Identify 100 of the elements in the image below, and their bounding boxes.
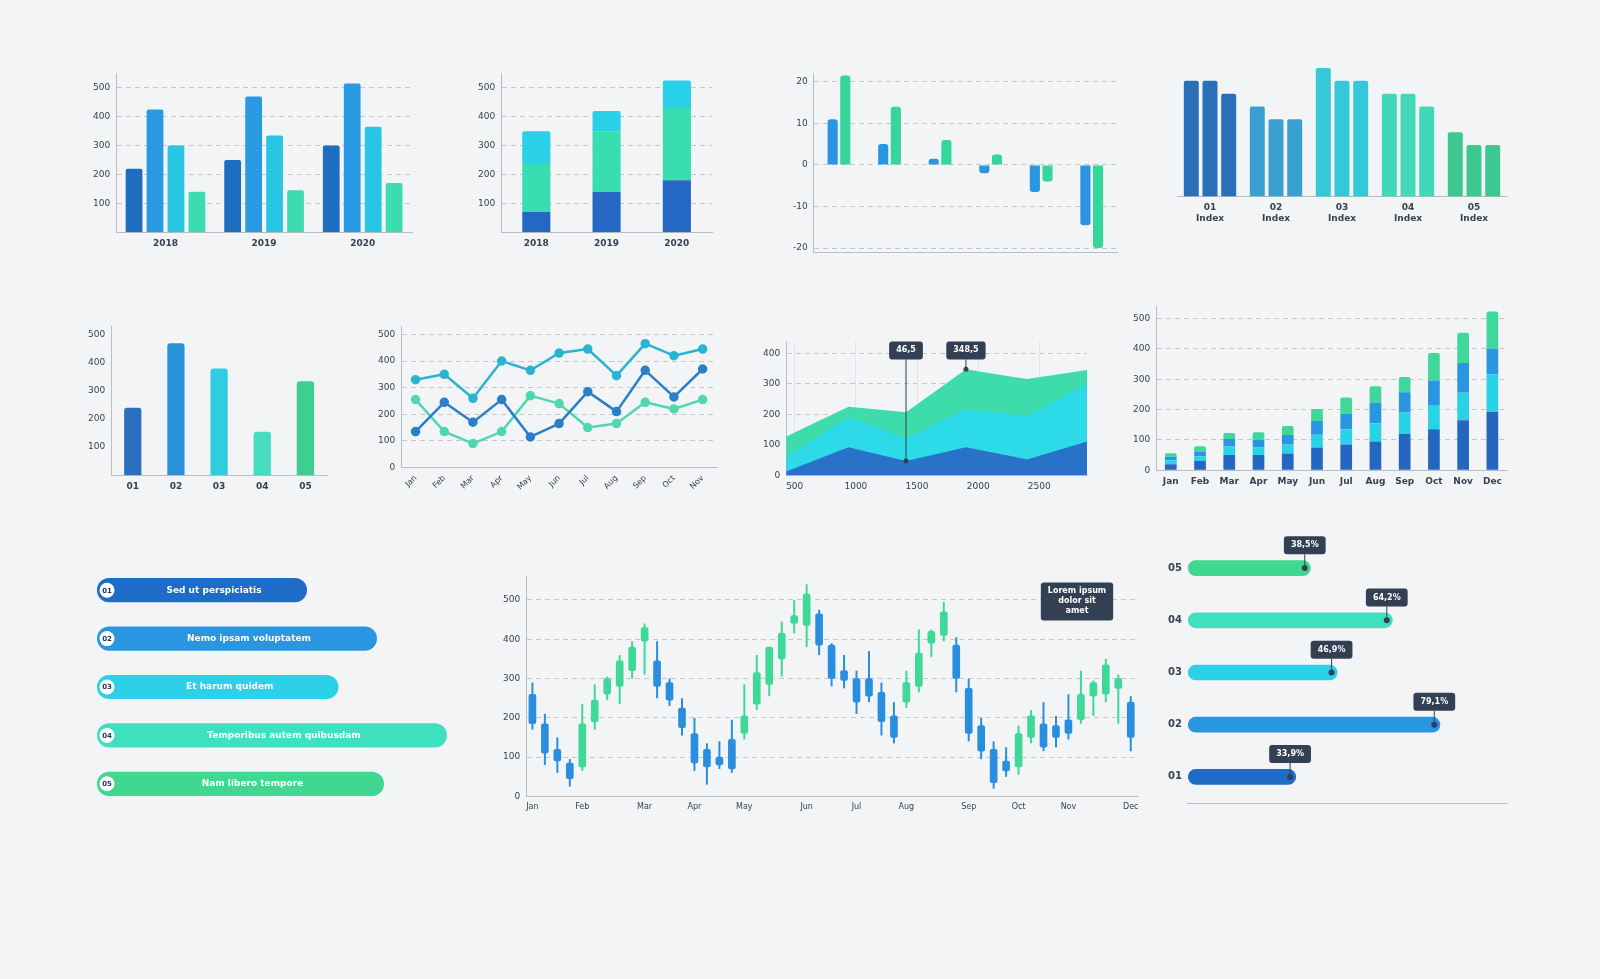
y-tick-label: 200 — [377, 408, 396, 419]
candlestick — [603, 675, 612, 702]
x-tick-label: Jul — [576, 473, 591, 488]
bar — [522, 131, 551, 163]
y-tick-label: 400 — [87, 357, 106, 368]
x-tick-label: Aug — [1365, 475, 1386, 486]
candlestick — [840, 653, 848, 690]
y-tick-label: 0 — [801, 159, 808, 170]
bar — [167, 145, 185, 233]
y-tick-label: 200 — [477, 168, 496, 179]
point — [640, 338, 650, 349]
x-tick-label: 2019 — [594, 237, 620, 248]
bar — [1340, 444, 1353, 470]
point — [410, 374, 421, 385]
x-tick-label: May — [1277, 475, 1299, 486]
point — [554, 348, 564, 358]
y-tick-label: 300 — [92, 139, 111, 150]
point — [611, 418, 622, 429]
x-tick-label: Aug — [601, 473, 620, 491]
bar — [1252, 447, 1265, 456]
point — [525, 390, 536, 401]
bar — [97, 626, 377, 651]
x-tick-label: Oct — [660, 473, 677, 490]
bar — [1340, 429, 1353, 445]
candlestick — [703, 742, 711, 786]
bar — [1428, 353, 1440, 381]
bar — [167, 343, 185, 476]
bar — [1187, 612, 1393, 629]
bar — [188, 191, 206, 233]
bar — [1281, 435, 1294, 445]
bar — [1486, 348, 1499, 375]
y-tick-label: 200 — [87, 413, 106, 424]
bar — [1457, 332, 1469, 364]
point — [640, 397, 650, 408]
bar — [1194, 456, 1206, 462]
x-tick-label: 02 Index — [1261, 202, 1291, 223]
y-tick-label: 0 — [514, 790, 521, 801]
candlestick — [715, 740, 724, 770]
x-tick-label: Apr — [1249, 475, 1268, 486]
bar — [941, 139, 952, 165]
y-tick-label: 100 — [502, 751, 521, 762]
candlestick — [740, 683, 749, 741]
bar — [1164, 460, 1177, 465]
bar — [1428, 380, 1440, 405]
bar — [1042, 165, 1053, 182]
y-tick-label: 200 — [762, 408, 781, 419]
bar — [1398, 392, 1411, 413]
bar — [1029, 165, 1040, 192]
x-tick-label: Sep — [961, 802, 977, 812]
x-tick-label: 03 Index — [1327, 202, 1357, 223]
bar — [890, 106, 901, 165]
y-tick-label: 05 — [1167, 561, 1182, 573]
point — [496, 356, 507, 366]
y-tick-label: -20 — [793, 242, 808, 253]
x-tick-label: Apr — [488, 472, 506, 490]
bar — [1428, 404, 1440, 430]
bar — [1428, 429, 1440, 470]
x-tick-label: Jun — [546, 473, 562, 490]
bar — [1311, 434, 1323, 448]
bar — [296, 381, 315, 476]
candlestick — [1114, 673, 1123, 725]
y-tick-label: Sed ut perspiciatis — [166, 584, 262, 595]
annotation: 46,5 — [896, 345, 917, 355]
bar — [343, 83, 361, 233]
y-tick-label: 100 — [1132, 434, 1151, 445]
bar — [1187, 664, 1338, 681]
bar — [1340, 414, 1353, 430]
y-tick-label: 500 — [377, 328, 396, 339]
point — [583, 422, 593, 433]
point — [439, 369, 449, 380]
data-label: 79,1% — [1420, 696, 1449, 706]
y-tick-label: 0 — [774, 469, 781, 480]
bar — [385, 183, 403, 233]
y-tick-label: 200 — [502, 712, 521, 723]
x-tick-label: Feb — [1190, 475, 1210, 486]
x-tick-label: Oct — [1425, 475, 1444, 486]
bar — [1092, 165, 1104, 249]
bar — [97, 674, 339, 700]
point — [669, 392, 679, 402]
y-tick-label: 500 — [87, 329, 106, 340]
data-label: 64,2% — [1372, 592, 1401, 602]
x-tick-label: Feb — [575, 802, 590, 812]
candlestick — [1052, 714, 1060, 749]
y-tick-label: 500 — [1132, 312, 1151, 323]
bar — [1311, 447, 1323, 470]
y-tick-label: 200 — [92, 168, 111, 179]
bar — [1194, 461, 1206, 470]
x-tick-label: Jan — [525, 802, 539, 812]
bar — [1187, 769, 1297, 785]
y-tick-label: 200 — [1132, 403, 1151, 414]
x-tick-label: Apr — [687, 802, 703, 812]
bar — [522, 162, 551, 212]
bar — [224, 160, 242, 233]
bar — [1164, 464, 1177, 470]
x-tick-label: 2020 — [350, 237, 376, 248]
candlestick — [790, 598, 799, 635]
y-tick-label: 400 — [477, 111, 496, 122]
y-tick-label: 100 — [92, 197, 111, 208]
bar — [1187, 560, 1311, 576]
point — [468, 438, 478, 449]
